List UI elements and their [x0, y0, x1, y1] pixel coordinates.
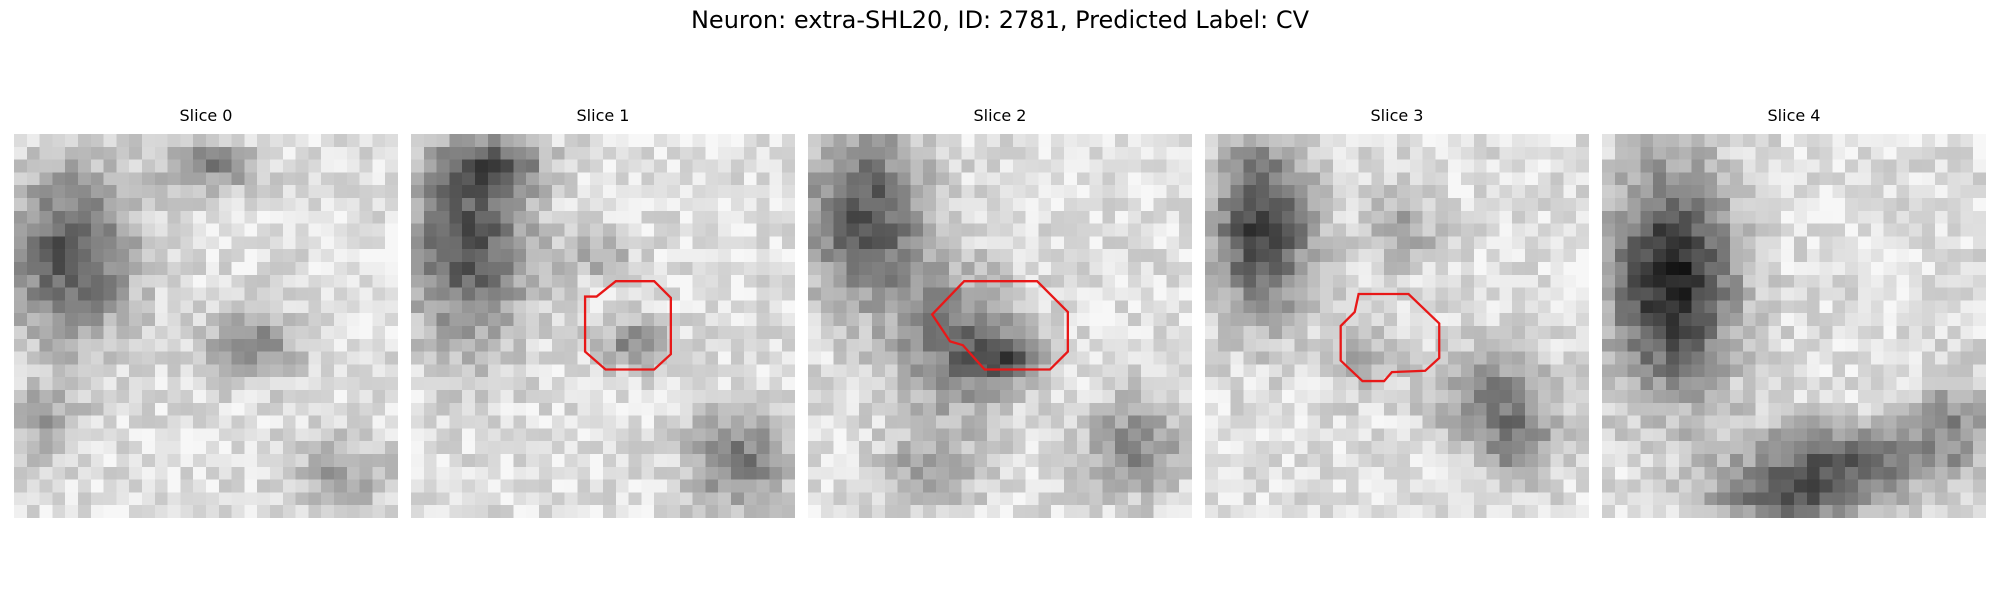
- slice-image-0: [14, 134, 398, 518]
- slice-image-4: [1602, 134, 1986, 518]
- slice-image-3: [1205, 134, 1589, 518]
- segmentation-contour: [583, 280, 672, 371]
- slice-title-4: Slice 4: [1767, 106, 1821, 125]
- slice-title-3: Slice 3: [1370, 106, 1424, 125]
- slice-title-2: Slice 2: [973, 106, 1027, 125]
- slice-image-2: [808, 134, 1192, 518]
- slice-title-1: Slice 1: [576, 106, 630, 125]
- slice-title-0: Slice 0: [179, 106, 233, 125]
- figure-title: Neuron: extra-SHL20, ID: 2781, Predicted…: [690, 6, 1310, 34]
- slice-image-1: [411, 134, 795, 518]
- segmentation-contour: [930, 280, 1069, 371]
- segmentation-contour: [1339, 292, 1441, 383]
